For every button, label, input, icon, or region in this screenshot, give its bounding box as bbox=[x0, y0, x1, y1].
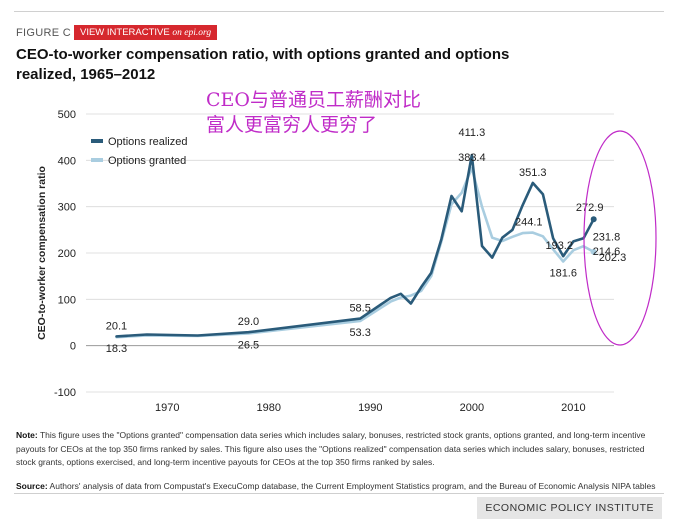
x-tick-label: 2010 bbox=[561, 402, 585, 414]
data-label: 20.1 bbox=[106, 320, 127, 332]
data-label: 272.9 bbox=[576, 202, 604, 214]
highlight-ellipse bbox=[583, 130, 657, 346]
publisher-footer: ECONOMIC POLICY INSTITUTE bbox=[477, 497, 662, 519]
data-label: 202.3 bbox=[599, 252, 627, 264]
line-chart: -100 0 100 200 300 400 500 1970 1980 1990 2000 2010… bbox=[36, 109, 657, 414]
source-text: Authors' analysis of data from Compustat… bbox=[47, 481, 656, 491]
end-point-options-granted bbox=[590, 248, 597, 255]
figure-label: FIGURE C bbox=[16, 27, 71, 39]
data-label: 26.5 bbox=[238, 339, 259, 351]
data-label: 244.1 bbox=[515, 217, 543, 229]
chart-title-line-1: CEO-to-worker compensation ratio, with o… bbox=[16, 46, 510, 63]
annotation-line-2: 富人更富穷人更穷了 bbox=[206, 114, 378, 136]
view-interactive-link[interactable]: VIEW INTERACTIVE on epi.org bbox=[74, 25, 218, 40]
x-tick-label: 1990 bbox=[358, 402, 382, 414]
view-interactive-text: VIEW INTERACTIVE bbox=[80, 27, 170, 38]
data-label: 411.3 bbox=[458, 127, 485, 139]
y-tick-label: 100 bbox=[58, 294, 76, 306]
y-tick-label: 500 bbox=[58, 109, 76, 121]
data-label: 193.2 bbox=[545, 240, 573, 252]
legend-label-options-granted: Options granted bbox=[108, 155, 186, 167]
source-label: Source: bbox=[16, 481, 48, 491]
x-tick-label: 1970 bbox=[155, 402, 179, 414]
y-tick-label: 200 bbox=[58, 248, 76, 260]
y-tick-label: 400 bbox=[58, 155, 76, 167]
chinese-annotation: CEO与普通员工薪酬对比 富人更富穷人更穷了 bbox=[206, 88, 421, 138]
data-label: 18.3 bbox=[106, 343, 127, 355]
data-label: 181.6 bbox=[549, 268, 577, 280]
note-text: This figure uses the "Options granted" c… bbox=[16, 430, 646, 467]
data-label: 231.8 bbox=[593, 231, 621, 243]
annotation-line-1: CEO与普通员工薪酬对比 bbox=[206, 89, 421, 111]
top-rule bbox=[14, 11, 664, 12]
y-axis-title: CEO-to-worker compensation ratio bbox=[36, 166, 48, 340]
footer-rule bbox=[14, 493, 664, 494]
x-tick-label: 2000 bbox=[460, 402, 484, 414]
y-tick-label: -100 bbox=[54, 387, 76, 399]
figure-source: Source: Authors' analysis of data from C… bbox=[16, 480, 664, 492]
view-interactive-site: on epi.org bbox=[172, 28, 212, 38]
chart-title: CEO-to-worker compensation ratio, with o… bbox=[16, 45, 576, 85]
x-tick-label: 1980 bbox=[257, 402, 281, 414]
data-label: 58.5 bbox=[349, 303, 370, 315]
legend-label-options-realized: Options realized bbox=[108, 136, 188, 148]
data-label: 29.0 bbox=[238, 316, 259, 328]
end-point-options-realized bbox=[590, 216, 597, 223]
note-label: Note: bbox=[16, 430, 38, 440]
data-label: 53.3 bbox=[349, 327, 370, 339]
data-label: 383.4 bbox=[458, 152, 486, 164]
data-label: 214.6 bbox=[593, 246, 621, 258]
figure-note: Note: This figure uses the "Options gran… bbox=[16, 429, 664, 470]
chart-title-line-2: realized, 1965–2012 bbox=[16, 66, 156, 83]
series-line-options-realized bbox=[115, 153, 596, 338]
y-tick-label: 0 bbox=[70, 341, 76, 353]
data-label: 351.3 bbox=[519, 167, 547, 179]
y-tick-label: 300 bbox=[58, 202, 76, 214]
